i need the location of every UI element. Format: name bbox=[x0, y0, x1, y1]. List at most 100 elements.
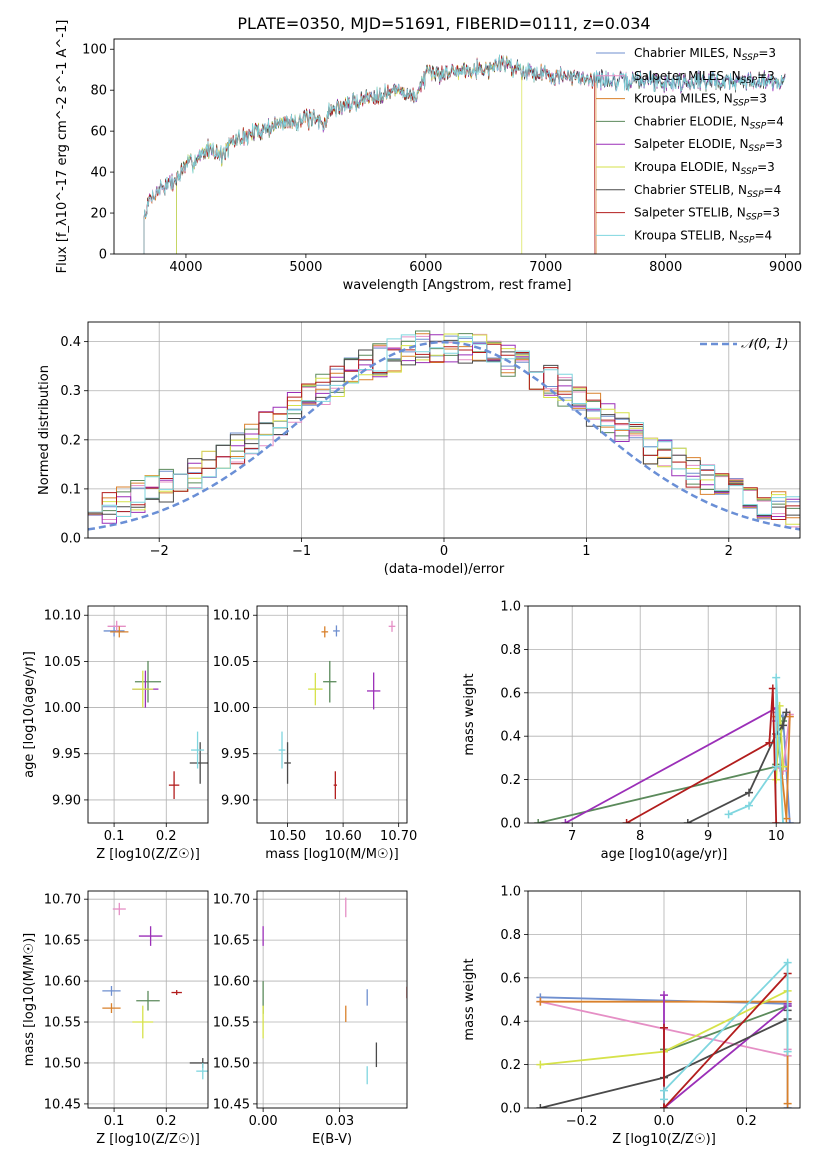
y-tick-label: 0.2 bbox=[60, 433, 81, 448]
plot-frame bbox=[527, 605, 801, 824]
legend-lib: MILES bbox=[680, 92, 716, 106]
x-tick-label: 7000 bbox=[529, 260, 562, 275]
y-tick-label: 10.55 bbox=[44, 1016, 81, 1031]
x-tick-label: 1 bbox=[582, 544, 590, 559]
residual-histogram-kroupa-elodie bbox=[88, 333, 800, 525]
weight-line-kroupa-stelib bbox=[663, 960, 789, 1100]
legend-label: Chabrier ELODIE, NSSP=4 bbox=[634, 114, 784, 131]
panel-z-mass: 0.1 0.2 10.45 10.50 10.55 10.60 10.65 10.70 Z [l… bbox=[22, 890, 209, 1147]
legend-imf: Kroupa bbox=[634, 228, 676, 242]
residual-histogram-kroupa-stelib bbox=[88, 334, 800, 517]
x-tick-label: 8000 bbox=[649, 260, 682, 275]
y-tick-label: 0.6 bbox=[500, 686, 521, 701]
y-axis-label: age [log10(age/yr)] bbox=[22, 651, 37, 778]
x-tick-label: 0.1 bbox=[104, 829, 125, 844]
legend-sub: SSP bbox=[738, 235, 755, 245]
weight-marker bbox=[745, 801, 753, 810]
normal-curve bbox=[88, 340, 800, 531]
figure-title: PLATE=0350, MJD=51691, FIBERID=0111, z=0… bbox=[237, 14, 650, 33]
x-tick-label: 10.60 bbox=[325, 829, 362, 844]
legend-imf: Salpeter bbox=[634, 137, 684, 151]
legend-lib: ELODIE bbox=[688, 137, 732, 151]
x-tick-label: 0.00 bbox=[249, 1114, 278, 1129]
legend-lib: MILES bbox=[689, 46, 725, 60]
y-tick-label: 10.50 bbox=[213, 1056, 250, 1071]
y-tick-label: 10.10 bbox=[213, 609, 250, 624]
legend-imf: Salpeter bbox=[634, 206, 684, 220]
y-tick-label: 10.00 bbox=[213, 701, 250, 716]
y-tick-label: 10.05 bbox=[44, 655, 81, 670]
y-tick-label: 0.2 bbox=[500, 773, 521, 788]
y-tick-label: 0.4 bbox=[500, 1015, 521, 1030]
legend-nssp: =3 bbox=[757, 160, 775, 174]
y-tick-label: 10.45 bbox=[44, 1097, 81, 1112]
plot-area bbox=[536, 958, 792, 1108]
x-tick-label: 0.2 bbox=[736, 1114, 757, 1129]
x-tick-label: 0.2 bbox=[156, 829, 177, 844]
legend-label: Kroupa ELODIE, NSSP=3 bbox=[634, 160, 775, 177]
weight-marker bbox=[660, 1023, 668, 1032]
y-tick-label: 10.60 bbox=[44, 975, 81, 990]
x-axis-label: wavelength [Angstrom, rest frame] bbox=[343, 278, 572, 293]
panel-ebv-mass: 0.00 0.03 10.45 10.50 10.55 10.60 10.65 10.70 E(… bbox=[213, 890, 408, 1147]
x-tick-label: 9 bbox=[704, 829, 712, 844]
x-tick-label: 10.50 bbox=[269, 829, 306, 844]
legend-sub: SSP bbox=[747, 190, 764, 200]
x-axis-label: Z [log10(Z/Z☉)] bbox=[96, 1132, 200, 1147]
weight-line-salpeter-elodie bbox=[564, 706, 778, 823]
plot-frame bbox=[113, 38, 801, 255]
plot-frame bbox=[87, 605, 209, 824]
x-tick-label: −1 bbox=[292, 544, 311, 559]
weight-marker bbox=[724, 810, 733, 819]
legend-sub: SSP bbox=[741, 167, 758, 177]
y-tick-label: 9.95 bbox=[52, 747, 81, 762]
weight-marker bbox=[772, 673, 781, 682]
legend-label: Salpeter STELIB, NSSP=3 bbox=[634, 206, 780, 223]
plot-area bbox=[102, 902, 208, 1080]
plot-area bbox=[88, 330, 800, 531]
y-tick-label: 60 bbox=[90, 125, 107, 140]
y-tick-label: 9.90 bbox=[52, 793, 81, 808]
x-tick-label: 5000 bbox=[289, 260, 322, 275]
plot-area bbox=[262, 897, 407, 1085]
y-tick-label: 9.95 bbox=[221, 747, 250, 762]
y-tick-label: 20 bbox=[90, 207, 107, 222]
y-tick-label: 0 bbox=[99, 248, 107, 263]
x-tick-label: 0.1 bbox=[104, 1114, 125, 1129]
weight-marker bbox=[660, 1104, 668, 1108]
y-tick-label: 0.2 bbox=[500, 1058, 521, 1073]
legend-imf: Salpeter bbox=[634, 69, 684, 83]
y-tick-label: 0.4 bbox=[500, 730, 521, 745]
legend-sub: SSP bbox=[746, 213, 763, 223]
weight-marker bbox=[765, 738, 774, 747]
legend-lib: STELIB bbox=[689, 183, 730, 197]
weight-marker bbox=[772, 819, 781, 823]
legend-label: 𝒩(0, 1) bbox=[741, 337, 788, 352]
panel-z-weight: −0.2 0.0 0.2 0.0 0.2 0.4 0.6 0.8 1.0 Z [log10(Z/Z… bbox=[462, 885, 801, 1147]
x-axis-label: Z [log10(Z/Z☉)] bbox=[612, 1132, 716, 1147]
plot-frame bbox=[256, 890, 408, 1109]
panel-residuals: −2 −1 0 1 2 0.0 0.1 0.2 0.3 0.4 (data-model)/error… bbox=[37, 321, 801, 577]
y-tick-label: 0.1 bbox=[60, 482, 81, 497]
y-axis-label: mass weight bbox=[462, 958, 477, 1040]
legend-nssp: =3 bbox=[758, 46, 776, 60]
weight-marker bbox=[779, 819, 787, 823]
y-tick-label: 10.00 bbox=[44, 701, 81, 716]
x-tick-label: 0.2 bbox=[156, 1114, 177, 1129]
plot-frame bbox=[87, 321, 801, 539]
panel-z-age: 0.1 0.2 9.90 9.95 10.00 10.05 10.10 Z [log10(Z/… bbox=[22, 605, 209, 862]
y-axis-label: Normed distribution bbox=[37, 365, 52, 495]
weight-marker bbox=[772, 775, 781, 784]
y-tick-label: 0.0 bbox=[500, 817, 521, 832]
y-tick-label: 10.50 bbox=[44, 1056, 81, 1071]
y-tick-label: 0.0 bbox=[500, 1102, 521, 1117]
x-tick-label: 0.0 bbox=[654, 1114, 675, 1129]
x-axis-label: age [log10(age/yr)] bbox=[601, 847, 728, 862]
x-tick-label: 7 bbox=[568, 829, 576, 844]
weight-marker bbox=[783, 1099, 792, 1108]
y-tick-label: 40 bbox=[90, 166, 107, 181]
legend-lib: MILES bbox=[688, 69, 724, 83]
weight-marker bbox=[785, 712, 794, 721]
legend-label: Kroupa MILES, NSSP=3 bbox=[634, 92, 767, 109]
weight-marker bbox=[534, 819, 543, 823]
